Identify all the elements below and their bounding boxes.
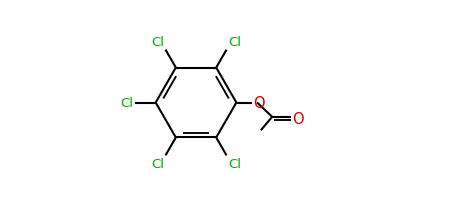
Text: Cl: Cl	[151, 157, 164, 170]
Text: Cl: Cl	[228, 157, 241, 170]
Text: Cl: Cl	[151, 36, 164, 49]
Text: O: O	[253, 96, 265, 110]
Text: O: O	[292, 111, 304, 126]
Text: Cl: Cl	[228, 36, 241, 49]
Text: Cl: Cl	[120, 97, 133, 109]
